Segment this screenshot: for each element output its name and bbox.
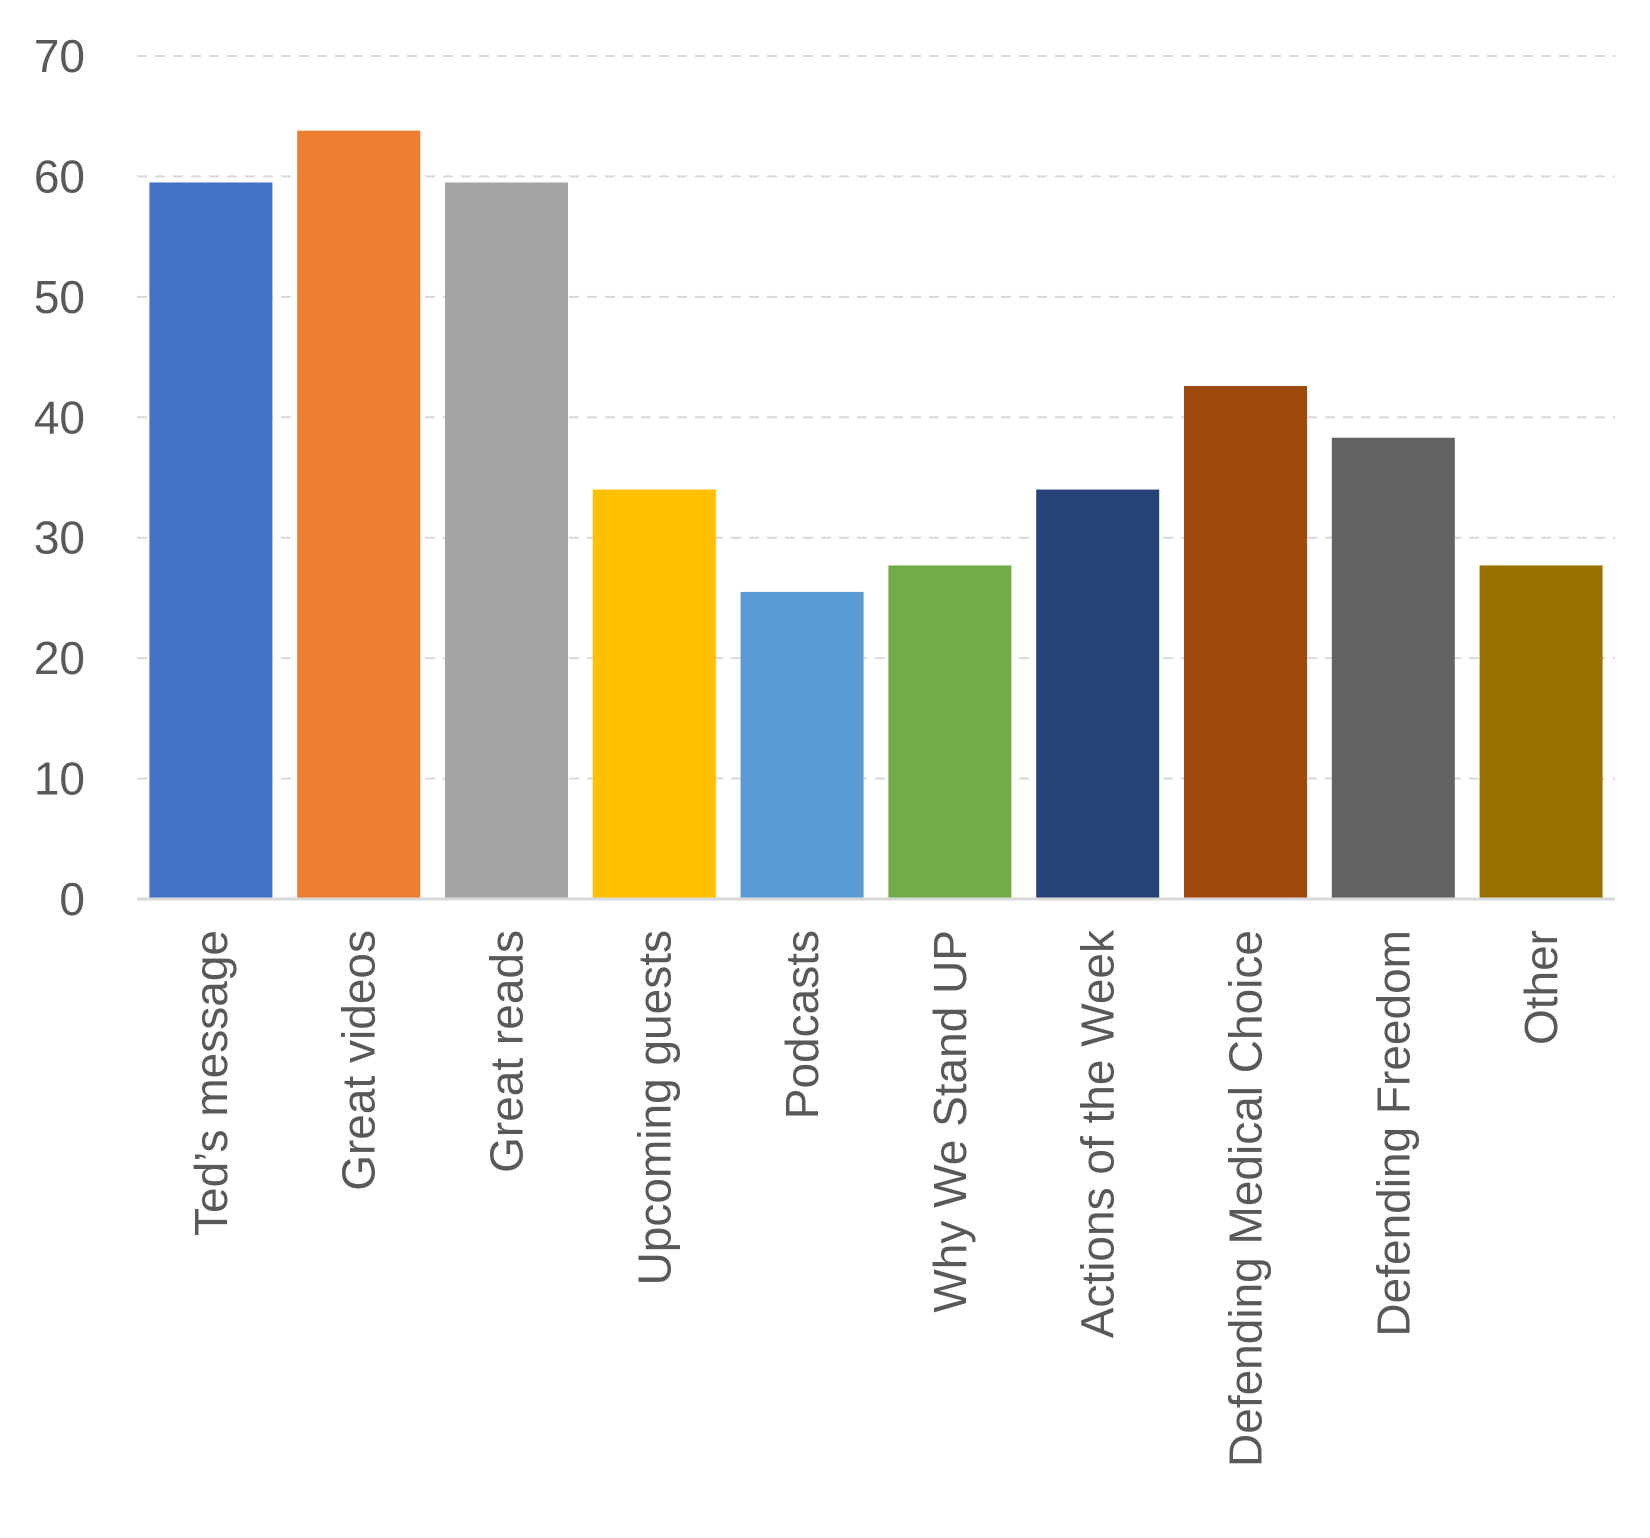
- x-category-label: Defending Freedom: [1367, 930, 1419, 1337]
- y-axis-tick-labels: 0 10 20 30 40 50 60 70: [34, 30, 85, 925]
- x-axis-category-labels: Ted’s message Great videos Great reads Upco…: [185, 929, 1567, 1467]
- x-category-label: Great reads: [481, 930, 533, 1173]
- x-category-label: Podcasts: [776, 930, 828, 1119]
- bar: [740, 591, 864, 899]
- bar: [592, 489, 716, 899]
- bar: [1036, 489, 1160, 899]
- x-category-label: Other: [1515, 930, 1567, 1045]
- y-tick-label: 50: [34, 271, 85, 323]
- x-category-label: Defending Medical Choice: [1220, 930, 1272, 1467]
- x-category-label: Actions of the Week: [1072, 929, 1124, 1338]
- y-tick-label: 20: [34, 632, 85, 684]
- y-tick-label: 40: [34, 391, 85, 443]
- x-category-label: Why We Stand UP: [924, 930, 976, 1313]
- bars: [149, 130, 1603, 900]
- bar: [445, 182, 568, 899]
- y-tick-label: 0: [59, 873, 85, 925]
- y-tick-label: 60: [34, 150, 85, 202]
- bar: [149, 182, 273, 899]
- bar: [297, 130, 421, 899]
- y-tick-label: 70: [34, 30, 85, 82]
- bar: [888, 565, 1012, 899]
- bar: [1184, 385, 1307, 900]
- x-category-label: Ted’s message: [185, 930, 237, 1236]
- y-tick-label: 10: [34, 753, 85, 805]
- bar: [1331, 437, 1455, 899]
- x-category-label: Great videos: [333, 930, 385, 1191]
- bar: [1479, 565, 1603, 899]
- y-tick-label: 30: [34, 512, 85, 564]
- x-category-label: Upcoming guests: [628, 930, 680, 1285]
